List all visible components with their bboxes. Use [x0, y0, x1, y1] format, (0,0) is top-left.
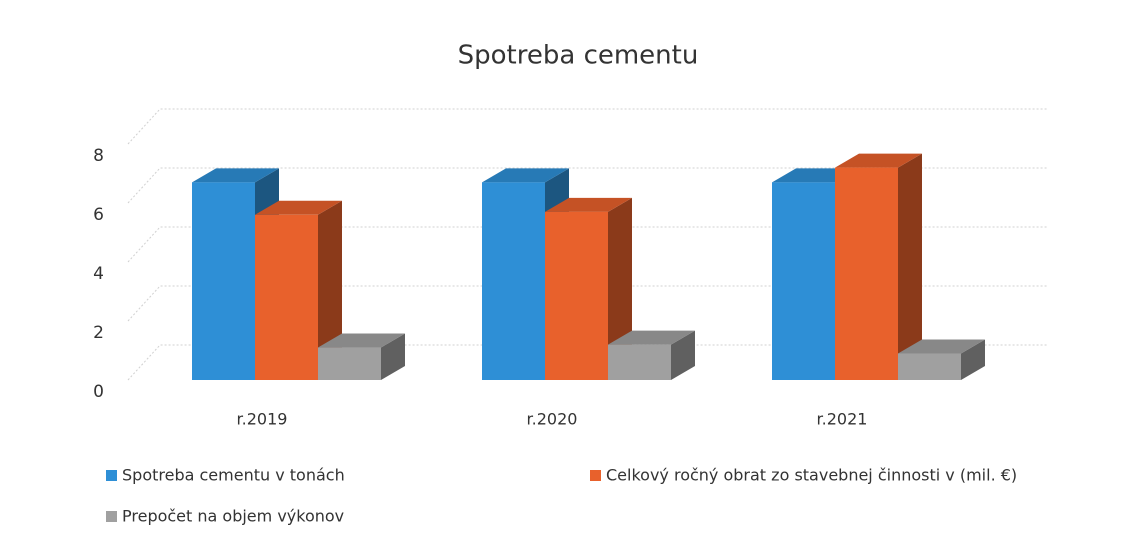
bar-top [482, 168, 569, 183]
bar [608, 344, 671, 380]
bar-top [192, 168, 279, 183]
x-tick-label: r.2020 [527, 410, 578, 429]
x-tick-label: r.2019 [237, 410, 288, 429]
bar-top [318, 333, 405, 348]
bar [772, 182, 835, 380]
chart-title: Spotreba cementu [458, 41, 699, 71]
bar-top [255, 200, 342, 215]
x-tick-label: r.2021 [817, 410, 868, 429]
y-tick-label: 8 [93, 146, 104, 166]
bar [318, 347, 381, 380]
legend-label: Spotreba cementu v tonách [122, 466, 345, 485]
bar-side [671, 330, 695, 380]
bar-top [545, 197, 632, 212]
legend-swatch [590, 470, 601, 481]
legend-swatch [106, 470, 117, 481]
legend-swatch [106, 511, 117, 522]
legend-label: Prepočet na objem výkonov [122, 507, 344, 526]
bar [255, 214, 318, 380]
y-tick-label: 6 [93, 205, 104, 225]
bar-side [898, 153, 922, 380]
bar [192, 182, 255, 380]
bar [545, 211, 608, 380]
bar-top [898, 339, 985, 354]
bar [482, 182, 545, 380]
y-tick-label: 4 [93, 264, 104, 284]
bar-top [608, 330, 695, 345]
bar-side [961, 339, 985, 380]
y-tick-label: 0 [93, 382, 104, 402]
y-tick-label: 2 [93, 323, 104, 343]
legend-label: Celkový ročný obrat zo stavebnej činnost… [606, 466, 1017, 485]
bar-top [835, 153, 922, 168]
bar [835, 167, 898, 380]
bar-side [381, 333, 405, 380]
bar-side [318, 200, 342, 380]
bar [898, 353, 961, 380]
